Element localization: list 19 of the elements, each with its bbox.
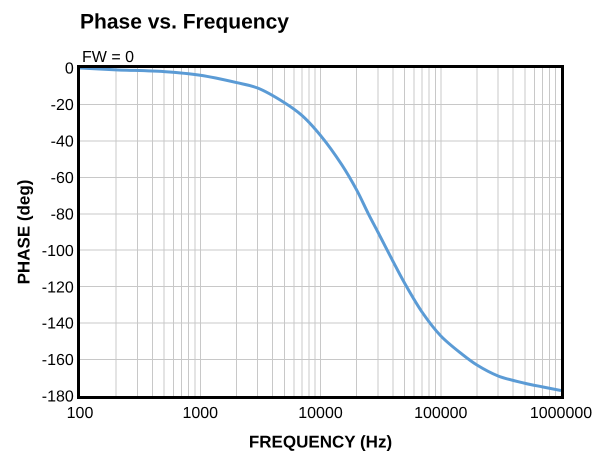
- y-tick-label: -160: [42, 352, 74, 370]
- y-axis-title: PHASE (deg): [14, 180, 34, 284]
- x-axis-title: FREQUENCY (Hz): [248, 432, 392, 452]
- y-tick-label: -140: [42, 316, 74, 333]
- chart-subtitle: FW = 0: [82, 49, 134, 66]
- y-tick-label: -20: [50, 97, 74, 114]
- y-tick-label: 0: [64, 60, 74, 78]
- x-tick-label: 1000: [182, 405, 218, 422]
- y-tick-label: -180: [42, 388, 74, 406]
- y-tick-label: -80: [50, 206, 74, 224]
- y-tick-label: -100: [42, 242, 74, 260]
- y-tick-label: -120: [42, 279, 74, 296]
- y-tick-label: -60: [50, 170, 74, 187]
- chart-title: Phase vs. Frequency: [80, 10, 290, 34]
- x-tick-label: 100000: [414, 405, 468, 422]
- x-tick-label: 100: [66, 405, 94, 422]
- x-tick-label: 1000000: [530, 405, 592, 422]
- x-tick-label: 10000: [298, 405, 343, 422]
- y-tick-label: -40: [50, 133, 74, 150]
